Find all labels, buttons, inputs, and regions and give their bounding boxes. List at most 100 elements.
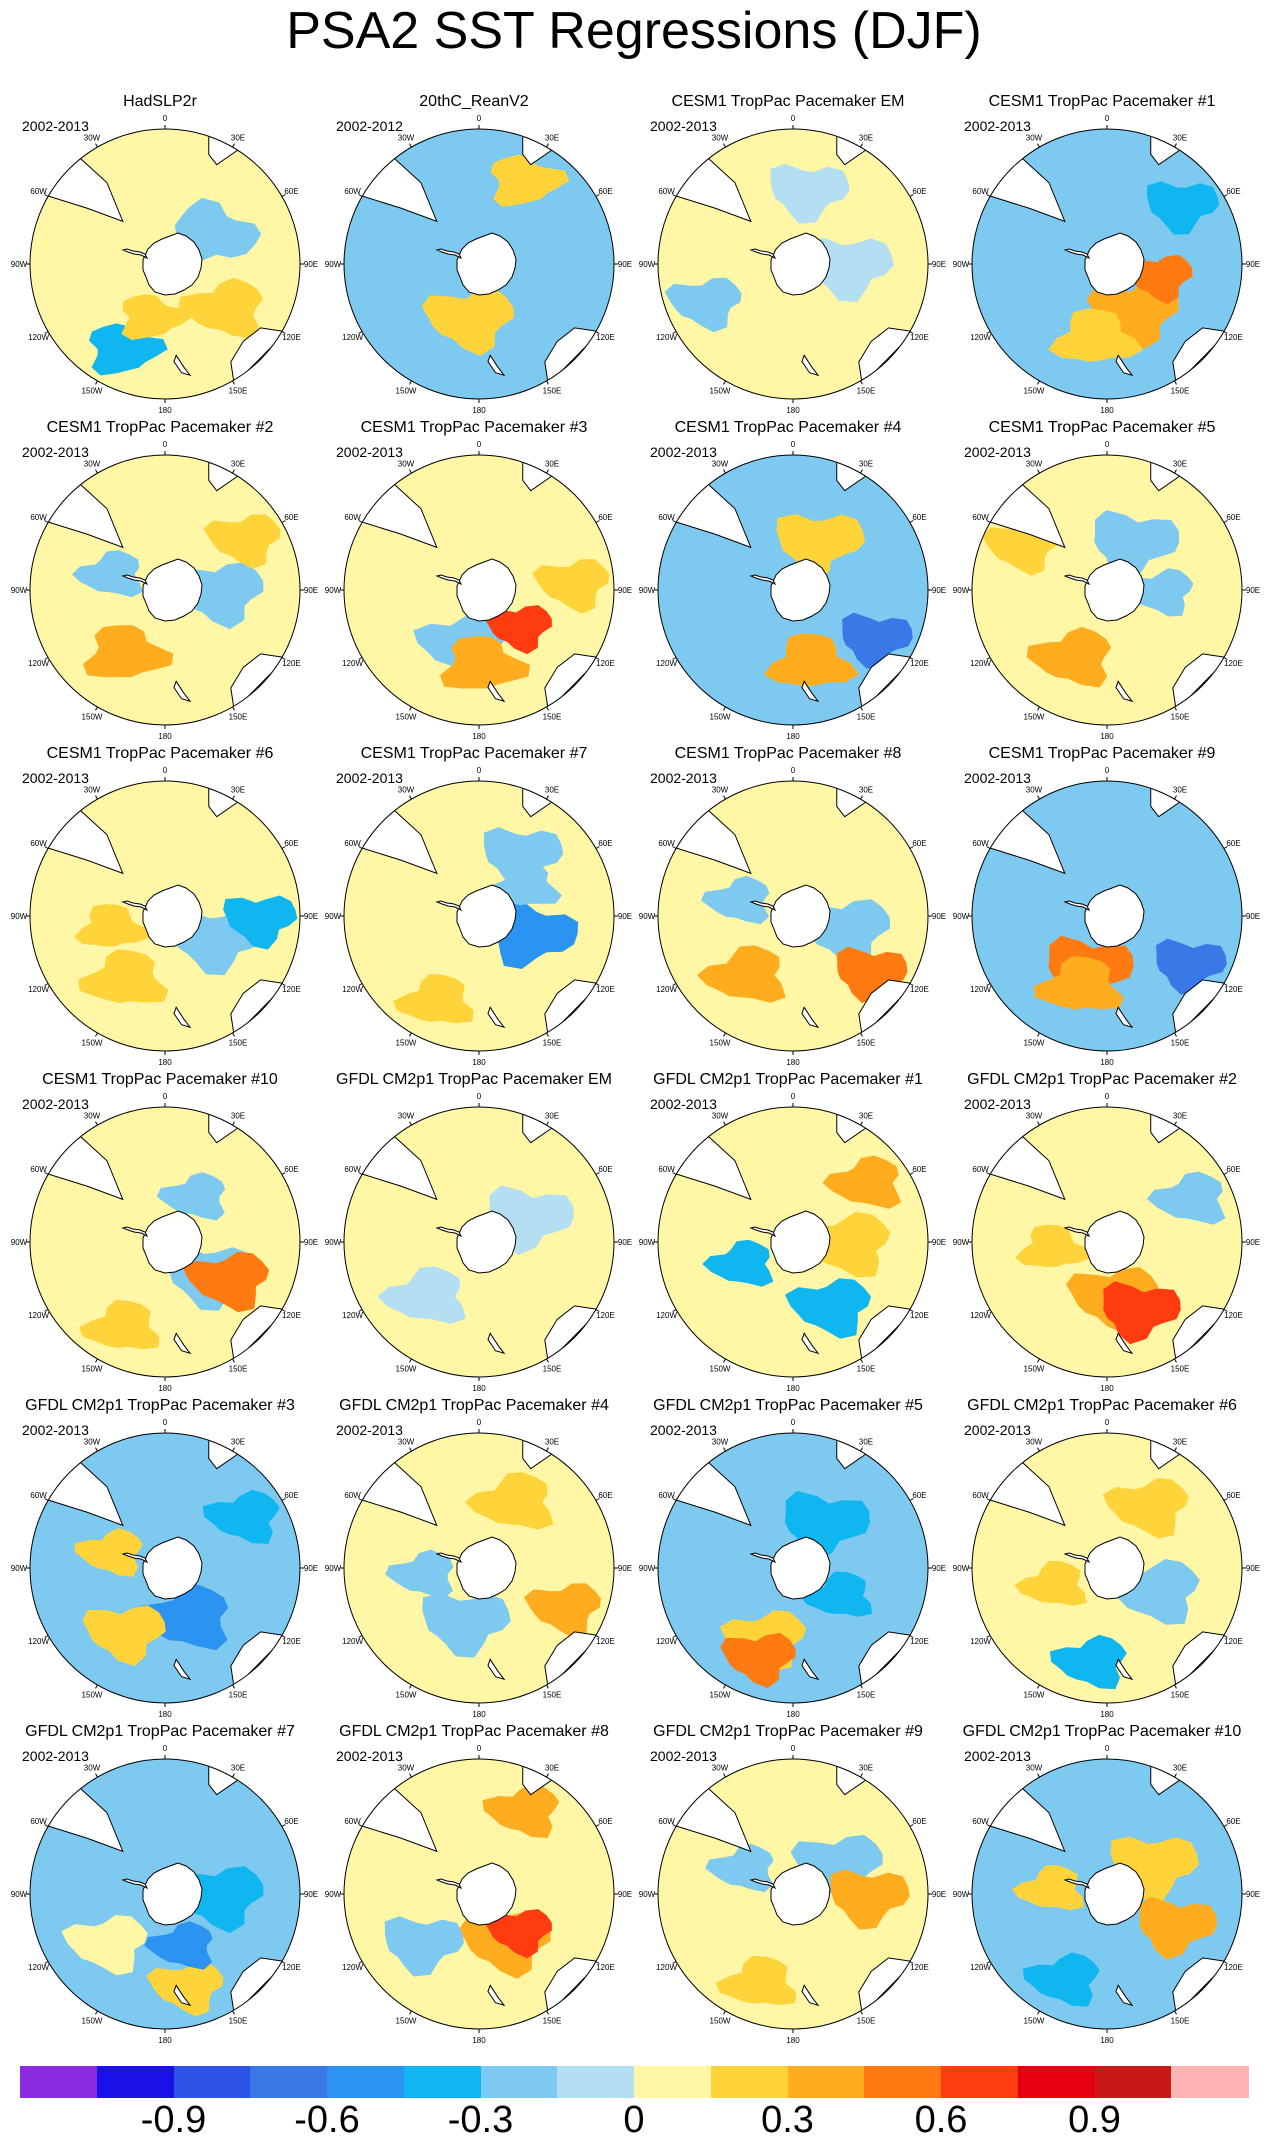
sst-anomaly-region bbox=[370, 250, 448, 315]
longitude-tick bbox=[44, 194, 49, 197]
sst-anomaly-region bbox=[421, 288, 514, 356]
panel-title: GFDL CM2p1 TropPac Pacemaker #8 bbox=[339, 1723, 609, 1740]
longitude-label: 120W bbox=[28, 659, 49, 668]
longitude-label: 0 bbox=[1105, 1092, 1110, 1101]
longitude-label: 90E bbox=[1246, 1890, 1260, 1899]
longitude-tick bbox=[672, 331, 677, 334]
longitude-tick bbox=[595, 331, 600, 334]
new-zealand-land bbox=[173, 1658, 192, 1681]
longitude-label: 0 bbox=[1105, 440, 1110, 449]
longitude-label: 60W bbox=[30, 839, 47, 848]
longitude-tick bbox=[1174, 1032, 1177, 1037]
longitude-label: 60E bbox=[284, 513, 298, 522]
longitude-tick bbox=[358, 520, 363, 523]
longitude-label: 30W bbox=[84, 1764, 101, 1773]
longitude-label: 60E bbox=[912, 839, 926, 848]
antarctica-land bbox=[456, 884, 517, 948]
longitude-tick bbox=[1223, 1309, 1228, 1312]
longitude-label: 150W bbox=[82, 386, 103, 395]
longitude-tick bbox=[723, 143, 726, 148]
longitude-tick bbox=[232, 380, 235, 385]
antarctica-land bbox=[1084, 558, 1145, 622]
sst-anomaly-region bbox=[1147, 181, 1220, 235]
longitude-label: 30W bbox=[712, 460, 729, 469]
longitude-label: 90W bbox=[11, 260, 28, 269]
sst-anomaly-region bbox=[1026, 626, 1112, 688]
sst-anomaly-region bbox=[701, 875, 770, 925]
antarctic-peninsula-land bbox=[121, 574, 149, 586]
antarctica-land bbox=[456, 232, 517, 296]
longitude-tick bbox=[1037, 795, 1040, 800]
sst-anomaly-region bbox=[822, 1155, 902, 1209]
sst-anomaly-region bbox=[1012, 1865, 1084, 1911]
new-zealand-land bbox=[1115, 1658, 1134, 1681]
longitude-tick bbox=[409, 706, 412, 711]
longitude-tick bbox=[1037, 1447, 1040, 1452]
longitude-label: 150E bbox=[1171, 1690, 1190, 1699]
longitude-tick bbox=[409, 1684, 412, 1689]
longitude-label: 30W bbox=[84, 786, 101, 795]
longitude-label: 60E bbox=[284, 1491, 298, 1500]
longitude-tick bbox=[1037, 1358, 1040, 1363]
longitude-label: 30W bbox=[712, 786, 729, 795]
longitude-label: 60W bbox=[30, 1491, 47, 1500]
longitude-label: 30W bbox=[398, 460, 415, 469]
polar-map: 0 30E 60E 90E 120E 150E 180 150W 120W 90W 60W 30W bbox=[953, 1418, 1260, 1719]
longitude-tick bbox=[546, 706, 549, 711]
longitude-tick bbox=[723, 1032, 726, 1037]
longitude-tick bbox=[1174, 2010, 1177, 2015]
longitude-label: 90E bbox=[932, 912, 946, 921]
longitude-tick bbox=[232, 1032, 235, 1037]
longitude-tick bbox=[1223, 520, 1228, 523]
longitude-label: 120E bbox=[282, 333, 301, 342]
longitude-label: 150W bbox=[710, 1690, 731, 1699]
longitude-tick bbox=[546, 1121, 549, 1126]
antarctica-land bbox=[142, 232, 203, 296]
map-panel: CESM1 TropPac Pacemaker EM 2002-2013 0 30E 6… bbox=[630, 92, 946, 417]
longitude-label: 90E bbox=[618, 1890, 632, 1899]
new-zealand-land bbox=[173, 1006, 192, 1029]
sst-anomaly-region bbox=[464, 1472, 554, 1530]
longitude-label: 90E bbox=[1246, 1238, 1260, 1247]
longitude-tick bbox=[281, 657, 286, 660]
panel-title: CESM1 TropPac Pacemaker #3 bbox=[360, 419, 588, 436]
longitude-tick bbox=[595, 1824, 600, 1827]
longitude-tick bbox=[546, 380, 549, 385]
antarctic-peninsula-land bbox=[1063, 900, 1091, 912]
panel-title: GFDL CM2p1 TropPac Pacemaker #7 bbox=[25, 1723, 295, 1740]
longitude-tick bbox=[44, 846, 49, 849]
longitude-label: 60E bbox=[598, 1817, 612, 1826]
longitude-tick bbox=[595, 1309, 600, 1312]
antarctica-land bbox=[1084, 1210, 1145, 1274]
new-zealand-land bbox=[1115, 1332, 1134, 1355]
longitude-tick bbox=[723, 1684, 726, 1689]
longitude-label: 60E bbox=[598, 839, 612, 848]
longitude-label: 150W bbox=[1024, 712, 1045, 721]
longitude-label: 60E bbox=[598, 1491, 612, 1500]
longitude-tick bbox=[1223, 1961, 1228, 1964]
longitude-tick bbox=[909, 657, 914, 660]
sst-anomaly-region bbox=[183, 1251, 270, 1313]
longitude-tick bbox=[358, 1172, 363, 1175]
longitude-tick bbox=[986, 1309, 991, 1312]
longitude-label: 150W bbox=[396, 2016, 417, 2025]
longitude-tick bbox=[672, 983, 677, 986]
longitude-tick bbox=[595, 983, 600, 986]
longitude-label: 30E bbox=[231, 134, 245, 143]
longitude-label: 180 bbox=[1100, 406, 1114, 415]
polar-map: 0 30E 60E 90E 120E 150E 180 150W 120W 90W 60W 30W bbox=[325, 1418, 632, 1719]
antarctic-peninsula-land bbox=[121, 1552, 149, 1564]
longitude-tick bbox=[909, 1824, 914, 1827]
longitude-label: 30E bbox=[231, 460, 245, 469]
longitude-label: 90W bbox=[325, 1890, 342, 1899]
sst-anomaly-region bbox=[1033, 955, 1124, 1010]
panel-period: 2002-2013 bbox=[650, 1422, 717, 1438]
longitude-tick bbox=[281, 194, 286, 197]
sst-anomaly-region bbox=[830, 1869, 910, 1930]
polar-map: 0 30E 60E 90E 120E 150E 180 150W 120W 90W 60W 30W bbox=[953, 1092, 1260, 1393]
longitude-label: 150E bbox=[857, 1038, 876, 1047]
longitude-label: 120W bbox=[970, 1311, 991, 1320]
longitude-tick bbox=[1223, 331, 1228, 334]
longitude-label: 60W bbox=[344, 187, 361, 196]
longitude-label: 30W bbox=[84, 1112, 101, 1121]
